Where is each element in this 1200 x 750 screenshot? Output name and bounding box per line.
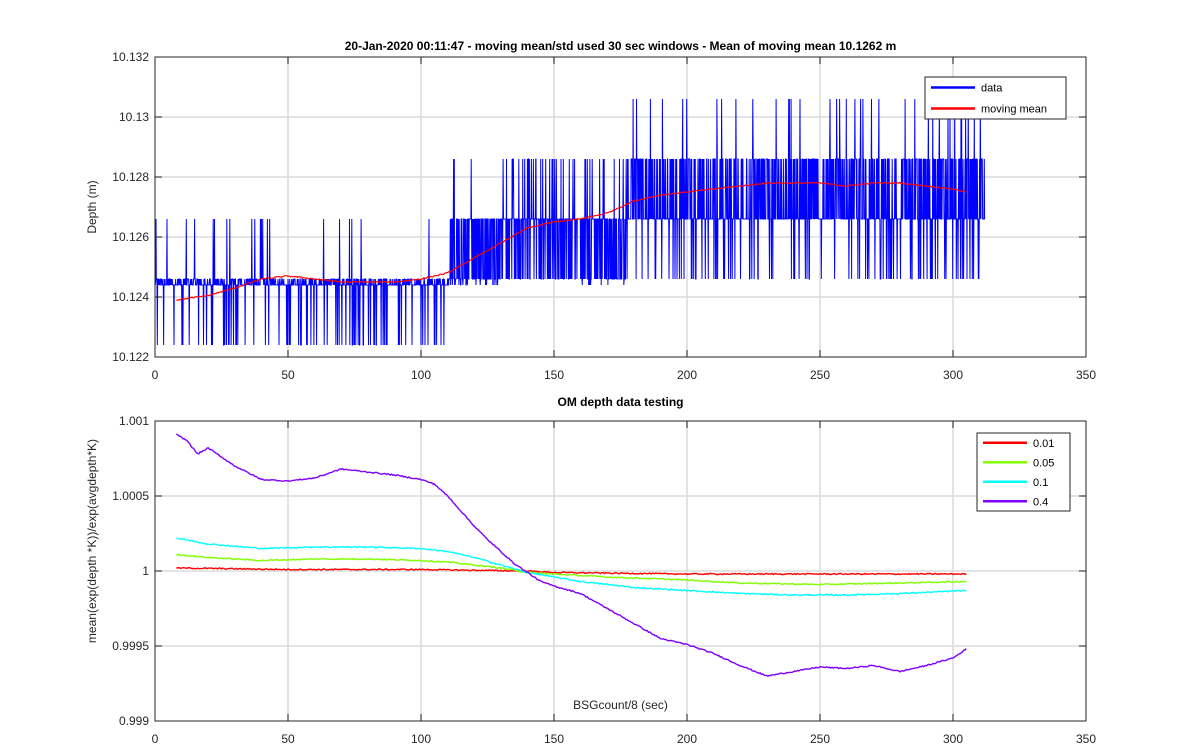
- depth-chart-title: 20-Jan-2020 00:11:47 - moving mean/std u…: [345, 39, 897, 53]
- om-legend-0-05-label: 0.05: [1033, 457, 1054, 469]
- depth-legend-data-label: data: [981, 83, 1003, 95]
- depth-y-tick-label: 10.128: [112, 170, 149, 184]
- depth-series-moving-mean-line: [176, 181, 967, 301]
- depth-series-data-line: [154, 98, 986, 346]
- om-axes: 0 50 100 150 200 250 300 350 0.999 0.9995 1 1.0005 1…: [85, 395, 1096, 746]
- om-series-0-4-line: [175, 433, 967, 677]
- depth-y-axis-label: Depth (m): [85, 180, 99, 233]
- om-series-0-01-line: [176, 566, 967, 576]
- om-x-tick-label: 350: [1076, 732, 1096, 746]
- om-legend-0-4-label: 0.4: [1033, 496, 1048, 508]
- om-legend-0-1-label: 0.1: [1033, 477, 1048, 489]
- om-legend: 0.01 0.05 0.1 0.4: [976, 432, 1071, 512]
- depth-legend: data moving mean: [924, 76, 1067, 120]
- depth-x-tick-label: 200: [677, 368, 697, 382]
- om-x-axis-label: BSGcount/8 (sec): [573, 698, 668, 712]
- om-series: [175, 433, 967, 677]
- om-y-tick-label: 0.999: [119, 714, 149, 728]
- om-chart-title: OM depth data testing: [558, 395, 684, 409]
- om-y-tick-label: 1.0005: [112, 489, 149, 503]
- om-y-axis-label: mean(exp(depth *K))/exp(avgdepth*K): [85, 439, 99, 643]
- depth-x-tick-label: 50: [281, 368, 295, 382]
- om-series-0-1-line: [176, 537, 967, 597]
- om-x-tick-label: 50: [281, 732, 295, 746]
- om-x-tick-label: 300: [943, 732, 963, 746]
- depth-legend-box: [924, 76, 1067, 120]
- depth-y-tick-label: 10.126: [112, 230, 149, 244]
- depth-x-tick-label: 100: [411, 368, 431, 382]
- depth-y-tick-label: 10.124: [112, 290, 149, 304]
- depth-y-tick-label: 10.13: [119, 110, 149, 124]
- depth-series: [154, 98, 986, 346]
- om-x-tick-label: 200: [677, 732, 697, 746]
- om-y-tick-label: 0.9995: [112, 639, 149, 653]
- om-x-tick-label: 100: [411, 732, 431, 746]
- depth-x-tick-label: 150: [544, 368, 564, 382]
- om-y-tick-label: 1.001: [119, 414, 149, 428]
- depth-axes-box: [154, 56, 1087, 358]
- depth-x-tick-label: 300: [943, 368, 963, 382]
- om-grid: [155, 421, 1086, 721]
- depth-y-tick-label: 10.132: [112, 50, 149, 64]
- om-y-tick-label: 1: [142, 564, 149, 578]
- depth-axes: 0 50 100 150 200 250 300 350 10.122 10.124 10.126 1…: [85, 39, 1096, 382]
- depth-x-tick-label: 350: [1076, 368, 1096, 382]
- om-x-tick-label: 150: [544, 732, 564, 746]
- om-ticks: 0 50 100 150 200 250 300 350 0.999 0.9995 1 1.0005 1…: [112, 414, 1096, 746]
- depth-y-tick-label: 10.122: [112, 350, 149, 364]
- om-legend-0-01-label: 0.01: [1033, 438, 1054, 450]
- om-x-tick-label: 250: [810, 732, 830, 746]
- om-series-0-05-line: [176, 553, 967, 586]
- depth-x-tick-label: 0: [152, 368, 159, 382]
- om-x-tick-label: 0: [152, 732, 159, 746]
- depth-ticks: 0 50 100 150 200 250 300 350 10.122 10.124 10.126 1…: [112, 50, 1096, 382]
- depth-x-tick-label: 250: [810, 368, 830, 382]
- om-legend-box: [976, 432, 1071, 512]
- depth-legend-moving-mean-label: moving mean: [981, 104, 1047, 116]
